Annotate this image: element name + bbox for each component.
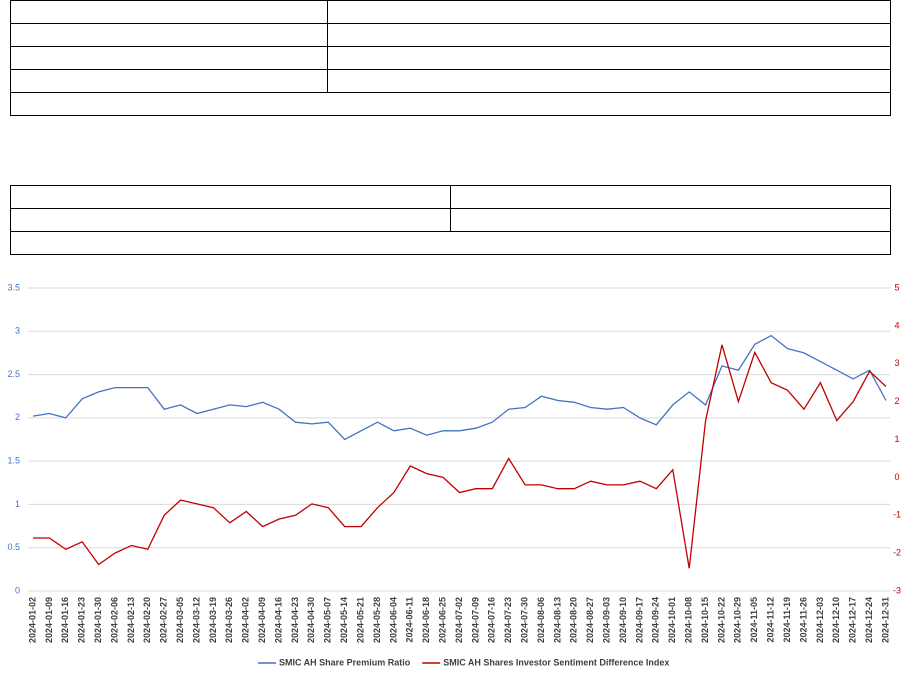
- y2-tick-label: -3: [893, 585, 901, 595]
- x-tick-label: 2024-08-06: [536, 597, 546, 643]
- x-tick-label: 2024-10-22: [716, 597, 726, 643]
- x-tick-label: 2024-10-01: [667, 597, 677, 643]
- x-tick-label: 2024-04-30: [306, 597, 316, 643]
- x-tick-label: 2024-07-16: [487, 597, 497, 643]
- data-line: [33, 344, 887, 569]
- x-tick-label: 2024-03-12: [191, 597, 201, 643]
- x-tick-label: 2024-12-10: [831, 597, 841, 643]
- x-tick-label: 2024-12-17: [848, 597, 858, 643]
- y-tick-label: 2.5: [7, 369, 20, 379]
- y-tick-label: 3.5: [7, 282, 20, 292]
- y-tick-label: 3: [15, 326, 20, 336]
- legend-label: SMIC AH Shares Investor Sentiment Differ…: [443, 657, 669, 667]
- y2-tick-label: 0: [894, 472, 899, 482]
- x-tick-label: 2024-02-27: [159, 597, 169, 643]
- x-tick-label: 2024-12-24: [864, 597, 874, 643]
- y-tick-label: 0.5: [7, 542, 20, 552]
- x-tick-label: 2024-12-03: [815, 597, 825, 643]
- legend-label: SMIC AH Share Premium Ratio: [279, 657, 411, 667]
- x-tick-label: 2024-06-04: [388, 597, 398, 643]
- y-tick-label: 0: [15, 585, 20, 595]
- y2-tick-label: -2: [893, 548, 901, 558]
- x-tick-label: 2024-01-02: [27, 597, 37, 643]
- table: [10, 0, 891, 116]
- x-tick-label: 2024-12-31: [880, 597, 890, 643]
- x-tick-label: 2024-06-18: [421, 597, 431, 643]
- y-tick-label: 1.5: [7, 456, 20, 466]
- x-tick-label: 2024-07-30: [519, 597, 529, 643]
- y2-tick-label: 1: [894, 434, 899, 444]
- x-tick-label: 2024-06-11: [405, 597, 415, 643]
- x-tick-label: 2024-05-14: [339, 597, 349, 643]
- x-tick-label: 2024-08-13: [552, 597, 562, 643]
- table: [10, 185, 891, 255]
- x-tick-label: 2024-07-23: [503, 597, 513, 643]
- x-tick-label: 2024-07-09: [470, 597, 480, 643]
- data-line: [32, 334, 887, 441]
- x-tick-label: 2024-02-20: [142, 597, 152, 643]
- x-tick-label: 2024-08-27: [585, 597, 595, 643]
- x-tick-label: 2024-08-20: [569, 597, 579, 643]
- x-tick-label: 2024-05-07: [323, 597, 333, 643]
- x-tick-label: 2024-09-10: [618, 597, 628, 643]
- y-tick-label: 2: [15, 412, 20, 422]
- y2-tick-label: 2: [894, 396, 899, 406]
- x-tick-label: 2024-01-30: [93, 597, 103, 643]
- x-tick-label: 2024-03-26: [224, 597, 234, 643]
- y2-tick-label: 4: [894, 320, 899, 330]
- x-tick-label: 2024-09-03: [602, 597, 612, 643]
- y2-tick-label: 5: [894, 282, 899, 292]
- y2-tick-label: 3: [894, 358, 899, 368]
- x-tick-label: 2024-07-02: [454, 597, 464, 643]
- x-tick-label: 2024-01-16: [60, 597, 70, 643]
- x-tick-label: 2024-02-06: [109, 597, 119, 643]
- x-tick-label: 2024-01-09: [44, 597, 54, 643]
- x-tick-label: 2024-04-09: [257, 597, 267, 643]
- x-tick-label: 2024-10-08: [684, 597, 694, 643]
- y2-tick-label: -1: [893, 510, 901, 520]
- x-tick-label: 2024-11-19: [782, 597, 792, 643]
- x-tick-label: 2024-05-21: [355, 597, 365, 643]
- x-tick-label: 2024-04-02: [241, 597, 251, 643]
- y-tick-label: 1: [15, 499, 20, 509]
- x-tick-label: 2024-09-24: [651, 597, 661, 643]
- x-tick-label: 2024-06-25: [437, 597, 447, 643]
- x-tick-label: 2024-11-26: [798, 597, 808, 643]
- x-tick-label: 2024-11-12: [766, 597, 776, 643]
- x-tick-label: 2024-11-05: [749, 597, 759, 643]
- x-tick-label: 2024-09-17: [634, 597, 644, 643]
- x-tick-label: 2024-04-16: [273, 597, 283, 643]
- x-tick-label: 2024-02-13: [126, 597, 136, 643]
- x-tick-label: 2024-03-19: [208, 597, 218, 643]
- x-tick-label: 2024-03-05: [175, 597, 185, 643]
- x-tick-label: 2024-04-23: [290, 597, 300, 643]
- x-tick-label: 2024-05-28: [372, 597, 382, 643]
- x-tick-label: 2024-10-29: [733, 597, 743, 643]
- x-tick-label: 2024-01-23: [77, 597, 87, 643]
- x-tick-label: 2024-10-15: [700, 597, 710, 643]
